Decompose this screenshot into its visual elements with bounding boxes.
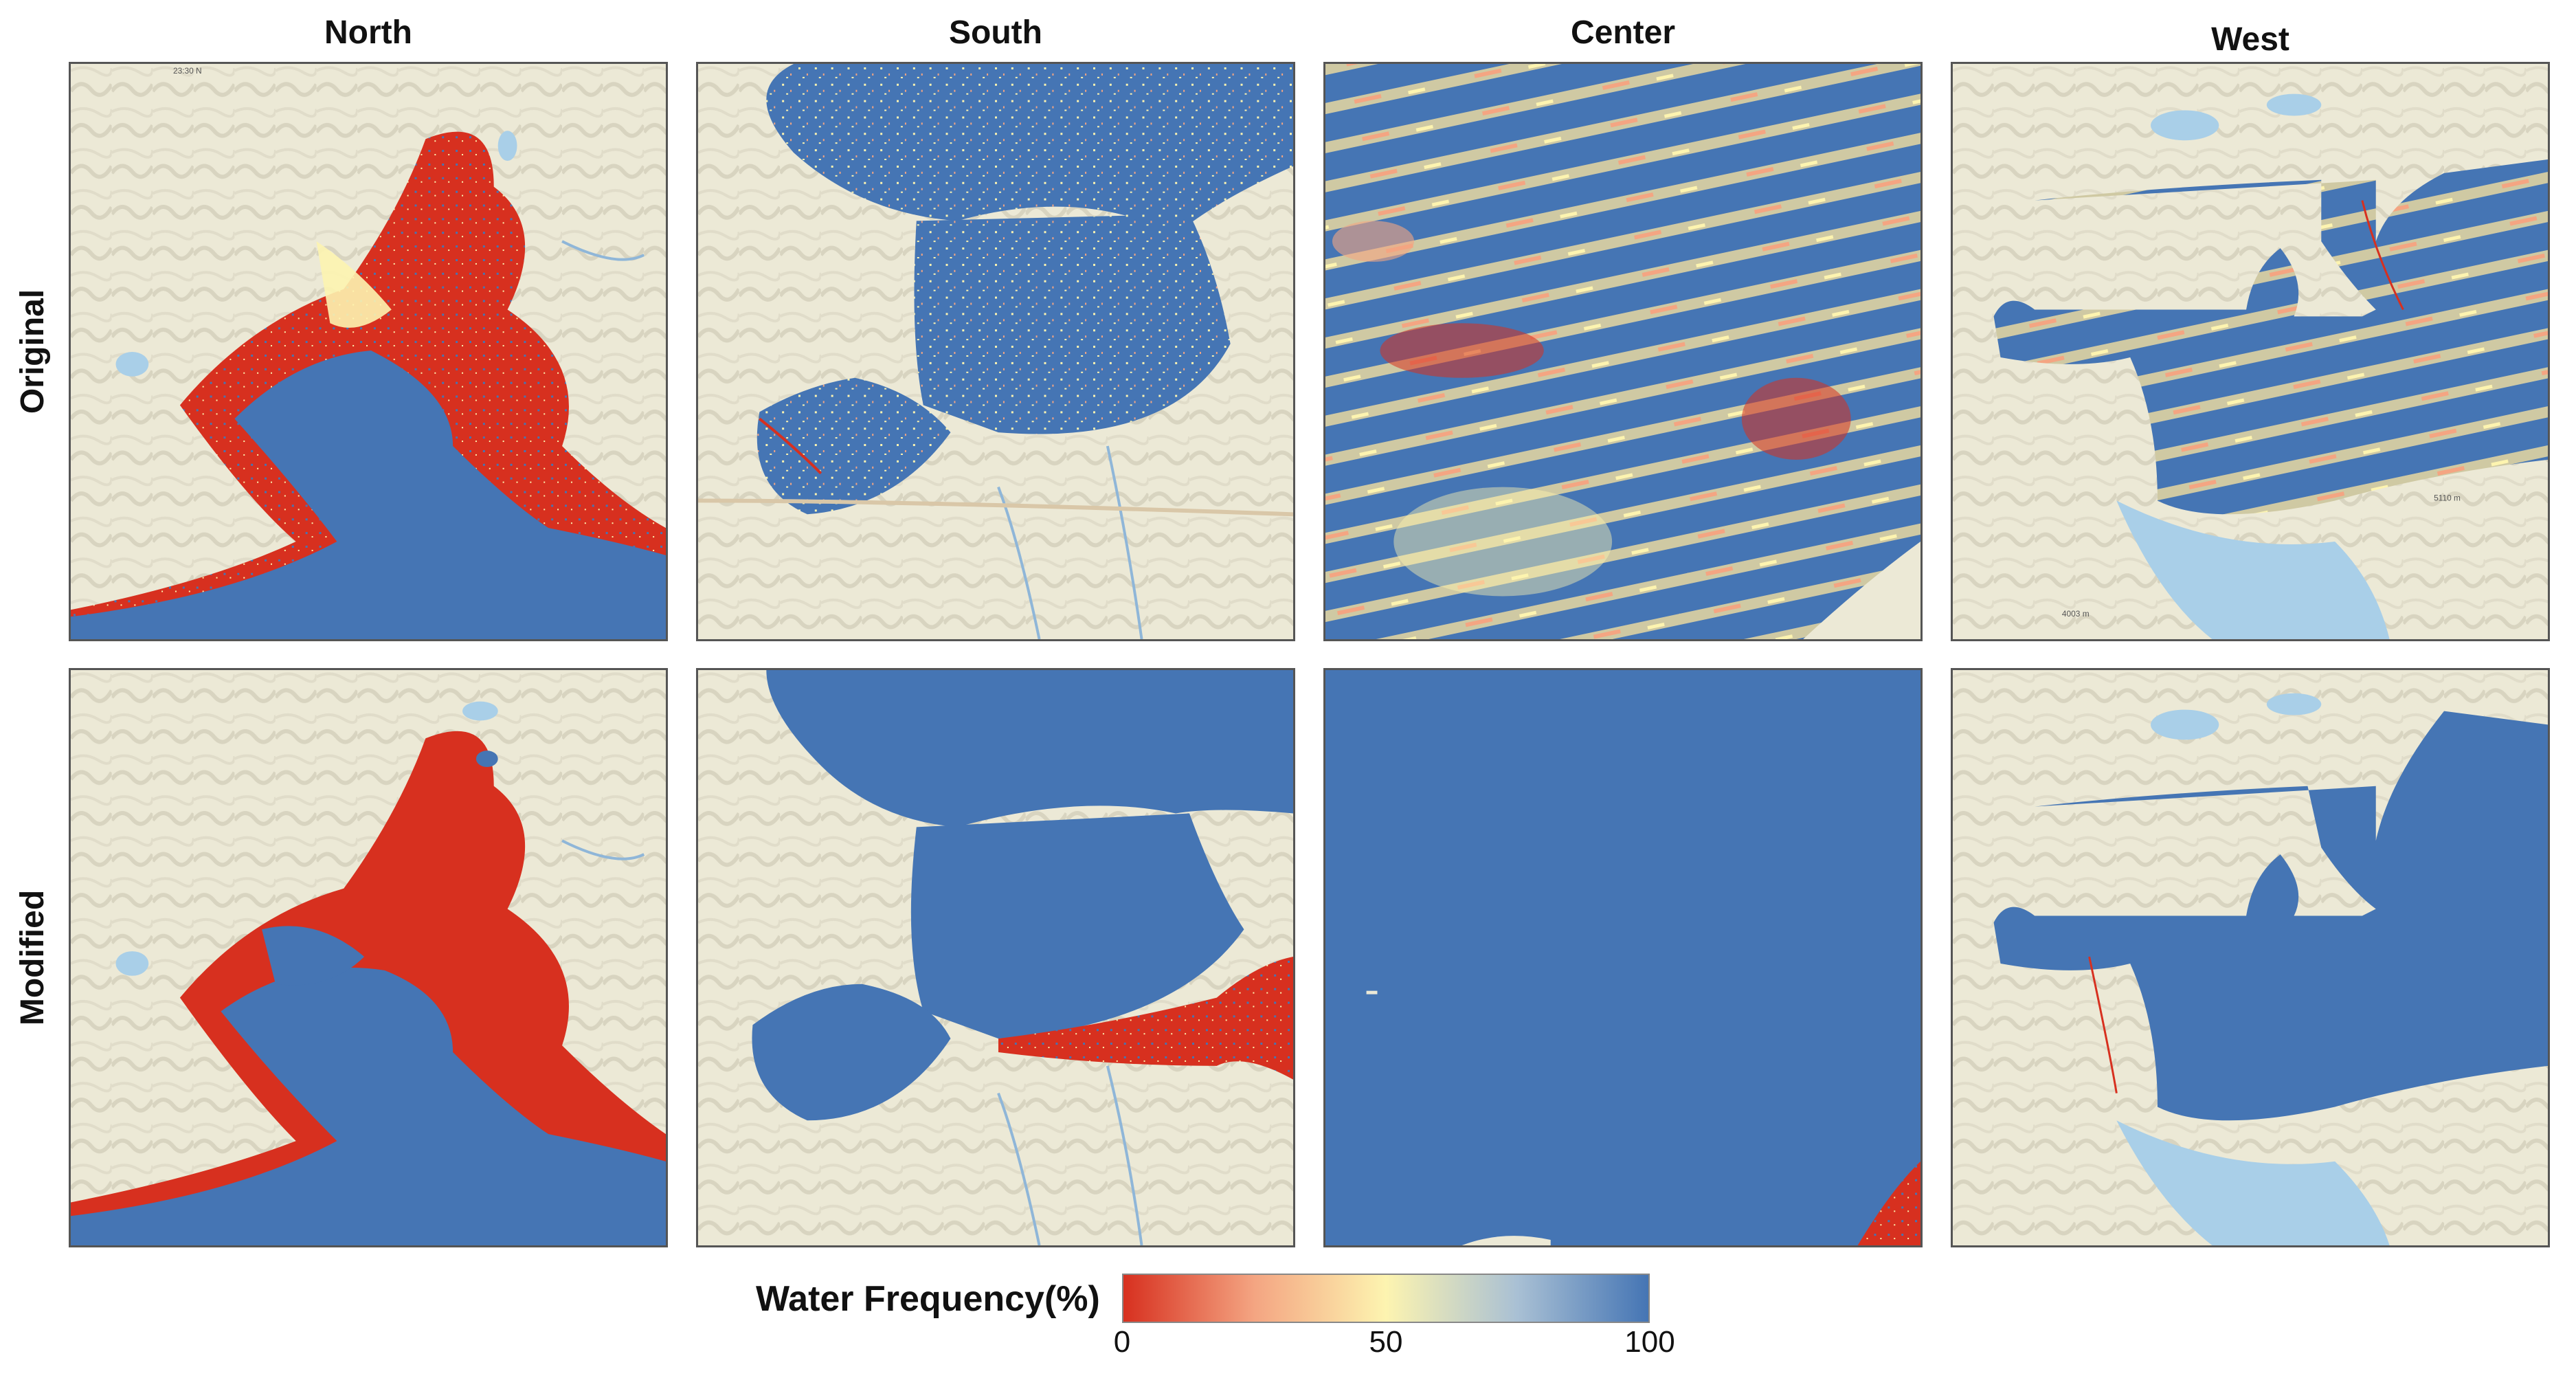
row-title-original-text: Original — [14, 289, 52, 414]
column-title-north: North — [324, 14, 412, 51]
legend-colorbar — [1122, 1274, 1650, 1323]
map-panel-center-original — [1323, 62, 1923, 641]
map-panel-south-modified — [696, 668, 1295, 1247]
map-panel-north-original: 23:30 N — [69, 62, 668, 641]
legend-tick-min: 0 — [1113, 1325, 1131, 1359]
legend-title: Water Frequency(%) — [756, 1279, 1100, 1319]
elev-label-west-2: 4003 m — [2062, 609, 2090, 619]
row-title-modified: Modified — [5, 668, 60, 1247]
map-panel-west-original: 5110 m 4003 m — [1951, 62, 2550, 641]
row-title-modified-text: Modified — [14, 889, 52, 1026]
elev-label-west-1: 5110 m — [2434, 493, 2461, 502]
map-panel-center-modified — [1323, 668, 1923, 1247]
column-title-center: Center — [1570, 14, 1676, 51]
legend-tick-max: 100 — [1624, 1325, 1675, 1359]
map-panel-south-original — [696, 62, 1295, 641]
column-title-west: West — [2211, 21, 2289, 58]
scale-label-north: 23:30 N — [173, 66, 202, 76]
column-title-south: South — [949, 14, 1042, 51]
map-panel-west-modified — [1951, 668, 2550, 1247]
row-title-original: Original — [5, 62, 60, 641]
legend-tick-mid: 50 — [1369, 1325, 1403, 1359]
map-panel-north-modified — [69, 668, 668, 1247]
